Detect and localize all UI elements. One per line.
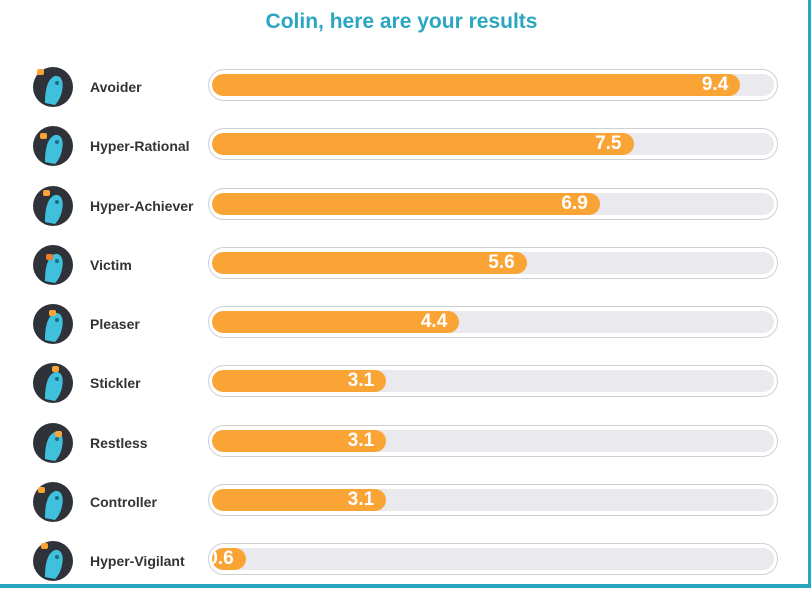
result-label: Hyper-Rational xyxy=(90,138,190,155)
score-bar-background: 3.1 xyxy=(212,429,774,452)
result-row: Controller 3.1 xyxy=(0,473,808,532)
score-bar-fill: 5.6 xyxy=(212,251,527,274)
score-bar-background: 9.4 xyxy=(212,74,774,96)
score-value: 4.4 xyxy=(420,311,448,333)
score-value: 6.9 xyxy=(561,192,588,214)
result-label: Hyper-Achiever xyxy=(90,197,194,214)
score-bar-track: 3.1 xyxy=(208,484,778,517)
score-value: 3.1 xyxy=(347,370,375,392)
score-bar-fill: 3.1 xyxy=(212,370,387,393)
score-bar-fill: 6.9 xyxy=(212,192,600,215)
result-label: Avoider xyxy=(90,79,142,95)
score-bar-background: 4.4 xyxy=(212,311,774,334)
score-value: 3.1 xyxy=(347,489,375,511)
result-label: Stickler xyxy=(90,375,141,392)
score-bar-fill: 3.1 xyxy=(212,429,387,452)
score-bar-track: 3.1 xyxy=(208,424,778,457)
result-label: Pleaser xyxy=(90,316,140,333)
result-label: Hyper-Vigilant xyxy=(90,553,185,570)
score-bar-fill: 4.4 xyxy=(212,311,460,334)
score-bar-track: 5.6 xyxy=(208,246,778,279)
score-bar-background: 5.6 xyxy=(212,251,774,274)
score-bar-track: 4.4 xyxy=(208,306,778,339)
result-row: Stickler 3.1 xyxy=(0,354,808,413)
score-bar-background: 7.5 xyxy=(212,133,774,156)
score-bar-fill: 0.6 xyxy=(212,548,246,571)
score-bar-background: 3.1 xyxy=(212,370,774,393)
restless-avatar-icon xyxy=(31,421,75,465)
score-bar-fill: 9.4 xyxy=(212,74,741,96)
hyper-vigilant-avatar-icon xyxy=(31,539,75,583)
result-label: Restless xyxy=(90,434,148,451)
stickler-avatar-icon xyxy=(31,361,75,405)
score-value: 5.6 xyxy=(488,251,515,273)
result-row: Restless 3.1 xyxy=(0,414,808,473)
result-row: Hyper-Vigilant 0.6 xyxy=(0,532,808,591)
result-row: Hyper-Achiever 6.9 xyxy=(0,177,808,236)
pleaser-avatar-icon xyxy=(31,302,75,346)
result-row: Hyper-Rational 7.5 xyxy=(0,117,808,176)
result-label: Victim xyxy=(90,256,132,273)
controller-avatar-icon xyxy=(31,480,75,524)
hyper-achiever-avatar-icon xyxy=(31,184,75,228)
bottom-edge-border xyxy=(0,584,811,588)
score-bar-track: 3.1 xyxy=(208,365,778,398)
page-title: Colin, here are your results xyxy=(265,10,538,33)
score-bar-fill: 3.1 xyxy=(212,489,387,512)
result-label: Controller xyxy=(90,494,157,511)
right-edge-border xyxy=(808,0,811,588)
score-bar-background: 0.6 xyxy=(212,548,774,571)
score-bar-track: 9.4 xyxy=(208,69,778,101)
score-bar-track: 6.9 xyxy=(208,187,778,220)
results-list: Avoider 9.4 Hyper-Rational 7.5 Hyper-Achieve… xyxy=(0,58,808,592)
result-row: Victim 5.6 xyxy=(0,236,808,295)
score-bar-background: 3.1 xyxy=(212,489,774,512)
score-bar-track: 7.5 xyxy=(208,128,778,161)
result-row: Pleaser 4.4 xyxy=(0,295,808,354)
score-value: 9.4 xyxy=(701,74,729,95)
victim-avatar-icon xyxy=(31,243,75,287)
avoider-avatar-icon xyxy=(31,65,75,109)
result-row: Avoider 9.4 xyxy=(0,58,808,117)
score-bar-background: 6.9 xyxy=(212,192,774,215)
score-value: 3.1 xyxy=(347,429,375,451)
score-value: 7.5 xyxy=(595,133,622,155)
score-bar-track: 0.6 xyxy=(208,543,778,576)
score-bar-fill: 7.5 xyxy=(212,133,634,156)
score-value: 0.6 xyxy=(212,548,234,570)
hyper-rational-avatar-icon xyxy=(31,124,75,168)
